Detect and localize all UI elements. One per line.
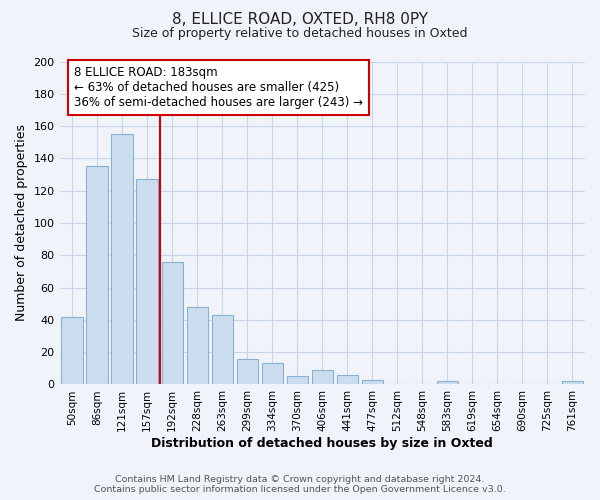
Text: 8, ELLICE ROAD, OXTED, RH8 0PY: 8, ELLICE ROAD, OXTED, RH8 0PY [172, 12, 428, 28]
Bar [262, 364, 283, 384]
Bar [337, 375, 358, 384]
Bar [562, 381, 583, 384]
Bar [212, 315, 233, 384]
Bar [236, 358, 258, 384]
Bar [86, 166, 108, 384]
Bar [311, 370, 333, 384]
Text: Size of property relative to detached houses in Oxted: Size of property relative to detached ho… [132, 28, 468, 40]
Bar [362, 380, 383, 384]
Y-axis label: Number of detached properties: Number of detached properties [15, 124, 28, 322]
X-axis label: Distribution of detached houses by size in Oxted: Distribution of detached houses by size … [151, 437, 493, 450]
Bar [112, 134, 133, 384]
Bar [136, 180, 158, 384]
Bar [61, 316, 83, 384]
Bar [437, 381, 458, 384]
Bar [287, 376, 308, 384]
Bar [161, 262, 183, 384]
Bar [187, 307, 208, 384]
Text: 8 ELLICE ROAD: 183sqm
← 63% of detached houses are smaller (425)
36% of semi-det: 8 ELLICE ROAD: 183sqm ← 63% of detached … [74, 66, 363, 110]
Text: Contains HM Land Registry data © Crown copyright and database right 2024.
Contai: Contains HM Land Registry data © Crown c… [94, 474, 506, 494]
